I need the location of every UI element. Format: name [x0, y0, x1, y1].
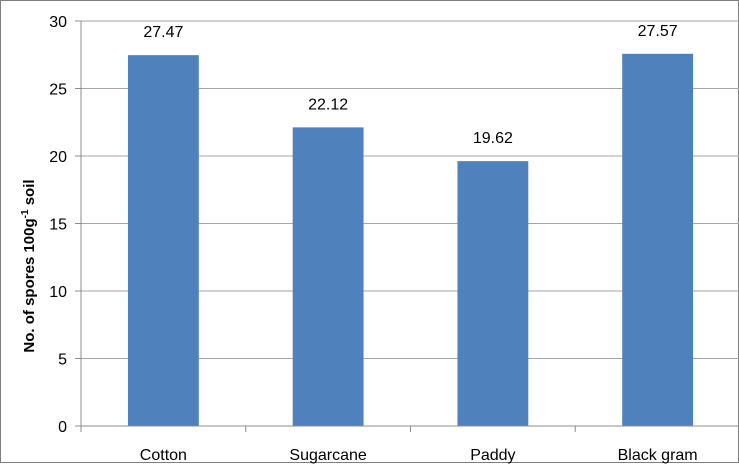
y-tick-label: 10 — [49, 284, 67, 301]
x-category-label: Sugarcane — [289, 447, 366, 464]
value-label: 27.47 — [143, 24, 183, 41]
y-tick-label: 25 — [49, 82, 67, 99]
x-category-label: Paddy — [470, 447, 515, 464]
y-axis-label-main: No. of spores 100g — [21, 218, 38, 352]
x-category-label: Black gram — [618, 447, 698, 464]
bars — [127, 53, 694, 427]
y-axis-ticks: 0 5 10 15 20 25 30 — [49, 14, 81, 436]
value-label: 22.12 — [308, 96, 348, 113]
y-axis-label-superscript: -1 — [20, 209, 31, 218]
bar-paddy — [457, 161, 529, 426]
x-axis-categories: Cotton Sugarcane Paddy Black gram — [80, 426, 698, 464]
bar-black-gram — [622, 53, 694, 427]
value-labels: 27.47 22.12 19.62 27.57 — [143, 23, 677, 147]
y-axis-label: No. of spores 100g-1 soil — [20, 179, 38, 352]
y-tick-label: 0 — [58, 419, 67, 436]
y-tick-label: 5 — [58, 352, 67, 369]
value-label: 27.57 — [638, 23, 678, 40]
y-tick-label: 15 — [49, 217, 67, 234]
y-tick-label: 20 — [49, 149, 67, 166]
bar-cotton — [127, 55, 199, 426]
x-category-label: Cotton — [140, 447, 187, 464]
value-label: 19.62 — [473, 130, 513, 147]
y-axis-label-tail: soil — [21, 179, 38, 209]
y-tick-label: 30 — [49, 14, 67, 31]
bar-sugarcane — [292, 127, 364, 426]
